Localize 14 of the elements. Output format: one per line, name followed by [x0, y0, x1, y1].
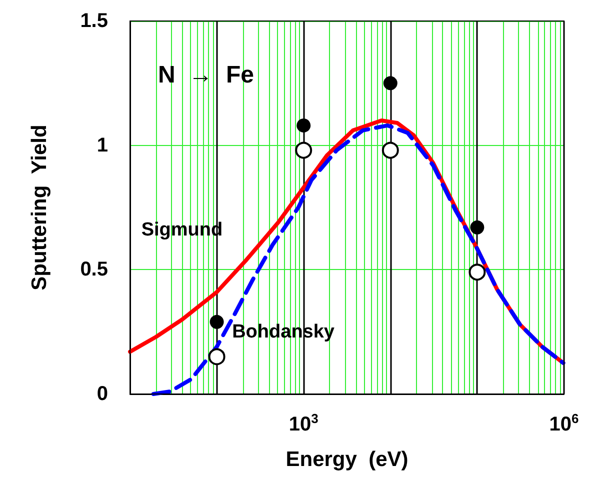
point	[210, 314, 224, 329]
point	[296, 118, 311, 132]
point	[470, 220, 484, 234]
point	[468, 264, 486, 281]
point	[208, 348, 226, 366]
y-axis-title: Sputtering Yield	[28, 124, 51, 290]
x-axis-title: Energy (eV)	[286, 448, 408, 471]
y-tick-label: 1	[96, 134, 108, 156]
point	[382, 142, 399, 159]
y-tick-label: 0	[96, 383, 108, 405]
point	[295, 142, 312, 159]
point	[383, 76, 398, 90]
y-tick-label: 0.5	[80, 258, 108, 281]
y-tick-label: 1.5	[80, 10, 108, 32]
